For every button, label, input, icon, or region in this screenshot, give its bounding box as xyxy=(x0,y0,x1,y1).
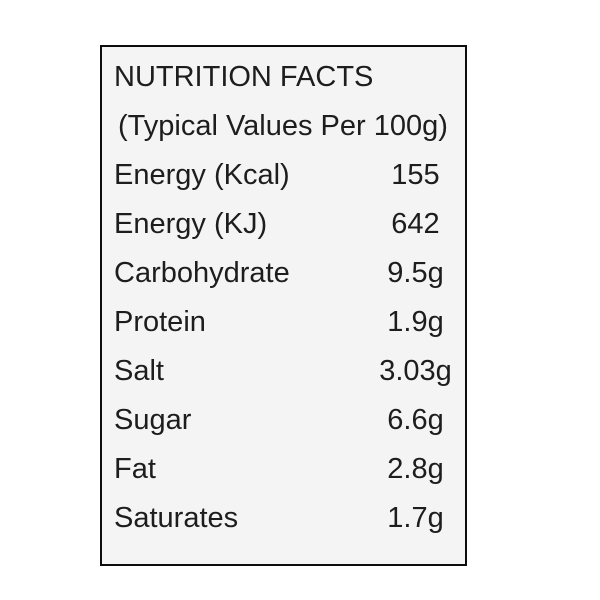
nutrient-value: 2.8g xyxy=(387,453,444,485)
nutrient-name: Energy (Kcal) xyxy=(114,159,290,191)
nutrient-name: Protein xyxy=(114,306,206,338)
nutrient-value: 642 xyxy=(391,208,440,240)
nutrient-name: Energy (KJ) xyxy=(114,208,268,240)
panel-title-row: NUTRITION FACTS xyxy=(102,53,465,102)
nutrient-name: Saturates xyxy=(114,502,239,534)
nutrient-value: 9.5g xyxy=(387,257,444,289)
nutrient-row: Protein 1.9g xyxy=(102,298,465,347)
nutrient-row: Carbohydrate 9.5g xyxy=(102,249,465,298)
nutrient-row: Energy (Kcal) 155 xyxy=(102,151,465,200)
nutrient-row: Salt 3.03g xyxy=(102,347,465,396)
panel-title: NUTRITION FACTS xyxy=(114,61,374,93)
panel-subtitle: (Typical Values Per 100g) xyxy=(118,110,448,142)
nutrient-value: 155 xyxy=(391,159,440,191)
nutrient-value: 6.6g xyxy=(387,404,444,436)
nutrition-facts-panel: NUTRITION FACTS (Typical Values Per 100g… xyxy=(100,45,467,566)
nutrient-row: Saturates 1.7g xyxy=(102,494,465,543)
nutrient-row: Sugar 6.6g xyxy=(102,396,465,445)
nutrient-value: 1.9g xyxy=(387,306,444,338)
nutrient-name: Sugar xyxy=(114,404,192,436)
nutrient-name: Fat xyxy=(114,453,156,485)
nutrient-value: 1.7g xyxy=(387,502,444,534)
panel-subtitle-row: (Typical Values Per 100g) xyxy=(102,102,465,151)
nutrient-name: Carbohydrate xyxy=(114,257,290,289)
nutrient-row: Energy (KJ) 642 xyxy=(102,200,465,249)
nutrient-name: Salt xyxy=(114,355,164,387)
nutrient-rows: Energy (Kcal) 155 Energy (KJ) 642 Carboh… xyxy=(102,151,465,543)
nutrient-value: 3.03g xyxy=(379,355,452,387)
nutrient-row: Fat 2.8g xyxy=(102,445,465,494)
